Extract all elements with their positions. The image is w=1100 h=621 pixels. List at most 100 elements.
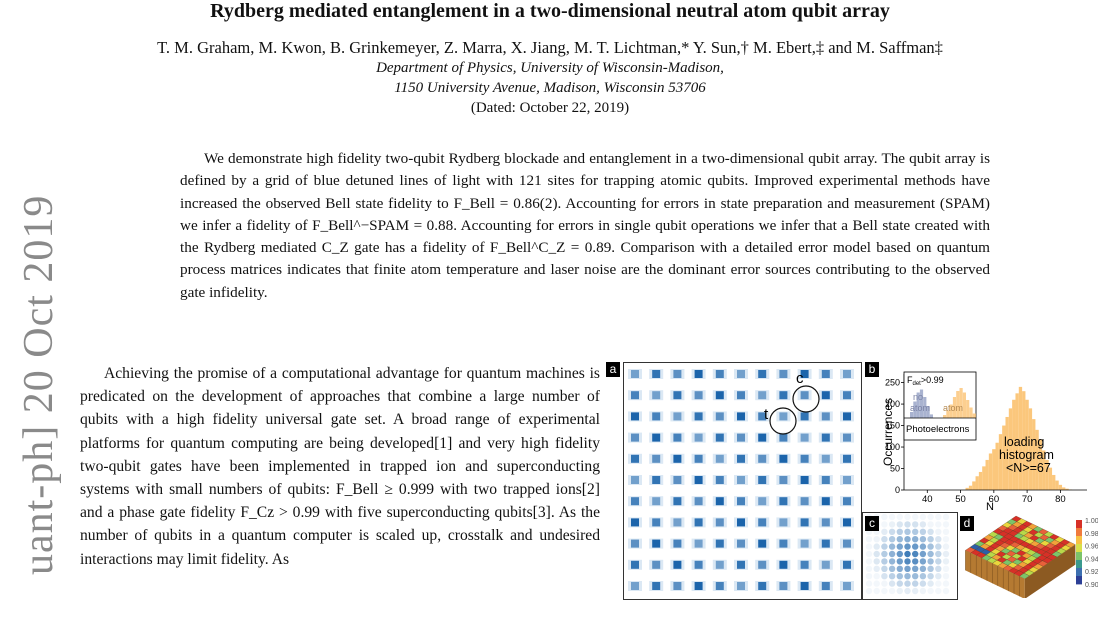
inset-bar-atom (949, 404, 953, 418)
trap-site (712, 538, 727, 549)
colorbar-segment (1076, 528, 1082, 537)
trap-site (691, 581, 706, 591)
atom-array-panel: c t (623, 362, 862, 600)
trap-site (649, 432, 664, 443)
fluorescence-spot (927, 573, 934, 580)
fluorescence-spot (865, 573, 873, 580)
fluorescence-spot (888, 573, 896, 580)
trap-site (797, 453, 812, 464)
trap-site (797, 517, 812, 528)
paper-title: Rydberg mediated entanglement in a two-d… (210, 0, 890, 22)
inset-bar-no-atom (913, 401, 917, 418)
fluorescence-spot (873, 543, 880, 550)
histogram-bar (1015, 393, 1019, 490)
fluorescence-spot (942, 543, 950, 550)
trap-site (628, 496, 642, 507)
fluorescence-spot (919, 558, 927, 565)
fluorescence-spot (865, 543, 873, 550)
trap-site (712, 390, 727, 401)
trap-site (797, 411, 812, 422)
x-axis-label: N (986, 501, 994, 512)
fluorescence-spot (935, 573, 942, 580)
trap-site (797, 496, 812, 507)
fluorescence-image-panel (862, 512, 958, 600)
trap-site (734, 453, 748, 464)
fluorescence-spot (896, 565, 903, 572)
trap-site (818, 559, 833, 570)
author-list: T. M. Graham, M. Kwon, B. Grinkemeyer, Z… (157, 38, 943, 57)
trap-site (691, 559, 706, 570)
fluorescence-spot (896, 521, 903, 528)
fluorescence-spot (927, 513, 934, 521)
histogram-bar (1042, 450, 1046, 490)
fluorescence-spot (942, 573, 950, 580)
trap-site (818, 390, 833, 401)
trap-site (755, 581, 770, 591)
fluorescence-spot (919, 521, 927, 528)
target-label: t (764, 406, 769, 423)
fluorescence-spot (865, 558, 873, 565)
fluorescence-spot (881, 513, 888, 521)
loading-label-2: histogram (999, 448, 1054, 462)
fluorescence-spot (904, 528, 911, 535)
inset-bar-no-atom (926, 406, 930, 418)
control-qubit-circle (792, 385, 820, 413)
trap-site (776, 475, 791, 485)
fluorescence-spot (896, 536, 903, 543)
fluorescence-spot (888, 550, 896, 558)
no-atom-label-1: no (913, 392, 923, 402)
histogram-bar (1008, 408, 1013, 490)
fluorescence-spot (927, 536, 934, 543)
trap-site (818, 517, 833, 528)
histogram-bar (1048, 467, 1053, 490)
fluorescence-spot (919, 587, 927, 595)
inset-bar-no-atom (929, 414, 933, 418)
inset-bar-atom (952, 397, 957, 418)
histogram-bar (1012, 399, 1016, 490)
trap-site (818, 369, 833, 379)
fluorescence-spot (896, 528, 903, 535)
atom-label: atom (943, 403, 963, 413)
trap-site (649, 475, 664, 485)
fluorescence-spot (873, 580, 880, 587)
y-axis-label: Occurrences (881, 398, 895, 466)
fluorescence-spot (873, 565, 880, 572)
fluorescence-spot (912, 580, 919, 587)
trap-site (691, 432, 706, 443)
panel-label-c: c (865, 516, 879, 531)
histogram-bar (975, 476, 979, 490)
histogram-bar (995, 442, 999, 490)
fluorescence-spot (942, 587, 950, 595)
trap-site (670, 390, 685, 401)
fluorescence-spot (881, 573, 888, 580)
inset-bar-no-atom (916, 392, 920, 418)
fluorescence-spot (904, 536, 911, 543)
histogram-bar (985, 459, 989, 490)
trap-site (755, 411, 770, 422)
arxiv-stamp: uant-ph] 20 Oct 2019 (16, 194, 62, 575)
trap-site (649, 581, 664, 591)
trap-site (734, 496, 748, 507)
fluorescence-spot (888, 521, 896, 528)
fluorescence-spot (881, 580, 888, 587)
trap-site (691, 496, 706, 507)
fluorescence-spot (904, 587, 911, 595)
fluorescence-spot (942, 528, 950, 535)
fluorescence-spot (881, 521, 888, 528)
fluorescence-spot (927, 587, 934, 595)
fluorescence-spot (888, 565, 896, 572)
fluorescence-spot (888, 528, 896, 535)
y-tick-label: 250 (885, 378, 900, 388)
fluorescence-spot (881, 565, 888, 572)
fluorescence-spot (912, 528, 919, 535)
x-tick-label: 40 (922, 494, 933, 505)
trap-site (691, 411, 706, 422)
fluorescence-spot (919, 513, 927, 521)
histogram-bar (1035, 429, 1039, 490)
trap-site (840, 432, 854, 443)
fdet-label: Fdet>0.99 (907, 375, 944, 387)
trap-site (691, 538, 706, 549)
trap-site (649, 453, 664, 464)
trap-site (818, 581, 833, 591)
y-tick-label: 100 (885, 442, 900, 452)
